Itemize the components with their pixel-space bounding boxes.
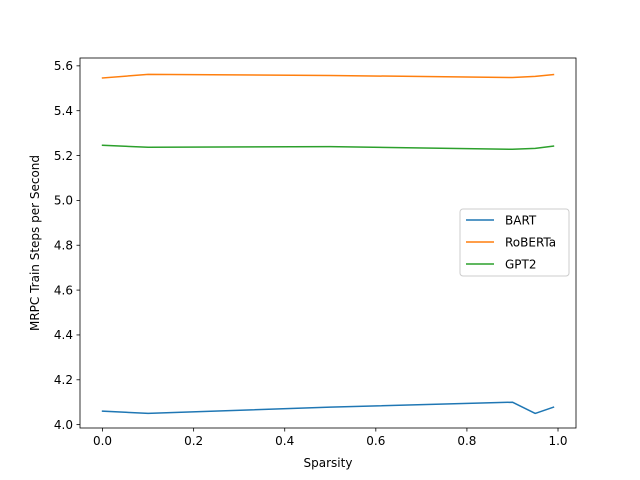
x-tick-label: 0.8 [457, 434, 476, 448]
plot-frame [79, 57, 577, 429]
x-axis-label: Sparsity [304, 456, 353, 470]
y-tick-label: 4.4 [54, 328, 73, 342]
legend-label-bart: BART [505, 213, 537, 227]
series-line-bart [101, 401, 555, 415]
y-tick-label: 5.0 [54, 194, 73, 208]
x-tick-label: 0.4 [275, 434, 294, 448]
y-tick-label: 5.2 [54, 149, 73, 163]
y-tick-label: 4.2 [54, 373, 73, 387]
legend: BART RoBERTa GPT2 [459, 208, 570, 277]
series-line-gpt2 [101, 144, 555, 151]
x-axis-ticks: 0.0 0.2 0.4 0.6 0.8 1.0 [93, 428, 568, 448]
legend-label-roberta: RoBERTa [505, 235, 556, 249]
series-line-roberta [101, 73, 555, 79]
x-tick-label: 0.0 [93, 434, 112, 448]
y-tick-label: 4.8 [54, 239, 73, 253]
y-tick-label: 4.0 [54, 418, 73, 432]
y-axis-ticks: 4.0 4.2 4.4 4.6 4.8 5.0 5.2 5.4 5.6 [54, 59, 80, 432]
series-layer [101, 73, 555, 415]
x-tick-label: 0.6 [366, 434, 385, 448]
legend-frame [459, 208, 570, 277]
legend-label-gpt2: GPT2 [505, 257, 537, 271]
y-axis-label: MRPC Train Steps per Second [28, 155, 42, 331]
y-tick-label: 4.6 [54, 283, 73, 297]
x-tick-label: 1.0 [548, 434, 567, 448]
x-tick-label: 0.2 [184, 434, 203, 448]
y-tick-label: 5.4 [54, 104, 73, 118]
y-tick-label: 5.6 [54, 59, 73, 73]
